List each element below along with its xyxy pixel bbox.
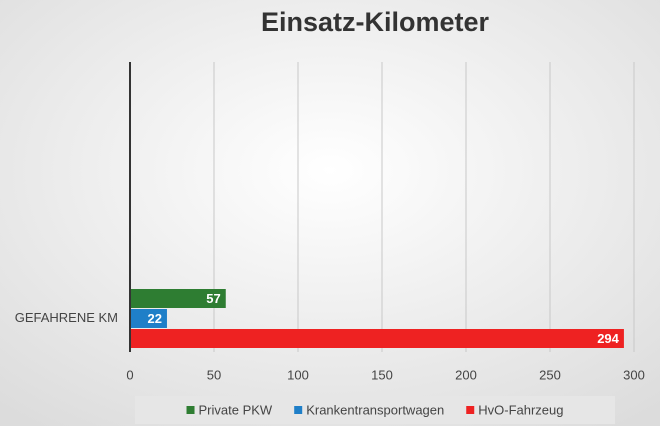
y-tick-label: GEFAHRENE KM xyxy=(15,310,118,325)
value-label: 57 xyxy=(206,291,220,306)
bar xyxy=(130,329,624,348)
x-tick-label: 300 xyxy=(623,367,645,382)
legend-label: Private PKW xyxy=(199,402,273,417)
bar xyxy=(130,289,226,308)
x-tick-label: 200 xyxy=(455,367,477,382)
legend-swatch xyxy=(466,406,475,414)
legend-swatch xyxy=(294,406,303,414)
x-tick-label: 50 xyxy=(207,367,221,382)
legend-box xyxy=(135,396,615,424)
value-label: 294 xyxy=(597,331,619,346)
legend-swatch xyxy=(186,406,195,414)
x-tick-label: 0 xyxy=(126,367,133,382)
x-tick-label: 100 xyxy=(287,367,309,382)
chart-title: Einsatz-Kilometer xyxy=(261,7,490,37)
value-label: 22 xyxy=(147,311,161,326)
legend-label: HvO-Fahrzeug xyxy=(478,402,563,417)
x-tick-label: 250 xyxy=(539,367,561,382)
x-tick-label: 150 xyxy=(371,367,393,382)
bar xyxy=(130,309,167,328)
legend-label: Krankentransportwagen xyxy=(306,402,444,417)
